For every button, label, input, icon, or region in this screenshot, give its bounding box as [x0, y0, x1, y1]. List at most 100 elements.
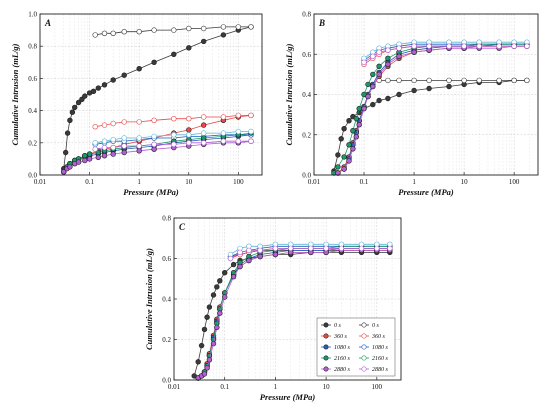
- data-point: [86, 151, 93, 157]
- data-point: [396, 45, 402, 51]
- data-point: [201, 25, 207, 32]
- data-point: [186, 132, 192, 138]
- data-point: [151, 133, 157, 140]
- x-tick-label: 0.01: [308, 178, 321, 186]
- data-point: [387, 245, 393, 252]
- legend-marker: [361, 333, 367, 339]
- data-point: [136, 119, 142, 125]
- y-axis-title: Cumulative Intrusion (mL/g): [10, 43, 20, 145]
- data-point: [136, 135, 142, 141]
- data-point: [110, 30, 116, 36]
- data-point: [370, 101, 376, 108]
- data-point: [220, 24, 227, 30]
- data-point: [95, 154, 102, 161]
- data-point: [341, 125, 347, 132]
- data-point: [71, 104, 78, 111]
- data-point: [171, 27, 177, 33]
- data-point: [110, 144, 116, 151]
- data-point: [496, 77, 502, 84]
- data-point: [365, 93, 371, 100]
- data-point: [151, 141, 157, 148]
- data-point: [524, 77, 530, 84]
- data-point: [101, 138, 108, 144]
- y-tick-label: 0.0: [28, 172, 37, 180]
- series-extrusion-2160s: [227, 241, 393, 258]
- x-tick-label: 1: [412, 178, 416, 186]
- data-point: [201, 114, 207, 120]
- data-point: [341, 154, 347, 160]
- data-point: [201, 122, 207, 128]
- data-point: [446, 77, 452, 84]
- data-point: [201, 140, 207, 146]
- data-point: [476, 43, 482, 49]
- data-point: [257, 253, 263, 260]
- y-tick-label: 0.6: [162, 255, 171, 263]
- data-point: [101, 144, 108, 151]
- legend-label: 2880 s: [372, 367, 389, 373]
- x-tick-label: 100: [233, 178, 244, 186]
- data-point: [335, 152, 341, 158]
- data-point: [257, 247, 263, 254]
- data-point: [376, 49, 382, 55]
- data-point: [222, 270, 228, 276]
- data-point: [121, 149, 127, 156]
- data-point: [248, 24, 254, 30]
- x-tick-label: 0.1: [220, 383, 229, 391]
- x-axis-title: Pressure (MPa): [398, 187, 454, 197]
- data-point: [385, 61, 391, 68]
- data-point: [350, 128, 356, 134]
- legend-box: [316, 317, 396, 377]
- y-axis-title: Cumulative Intrusion (mL/g): [144, 248, 154, 350]
- data-point: [136, 29, 142, 35]
- data-point: [365, 81, 371, 88]
- data-point: [204, 365, 210, 371]
- data-point: [385, 47, 391, 53]
- data-point: [411, 77, 417, 84]
- data-point: [75, 159, 82, 165]
- legend-marker: [323, 344, 329, 350]
- legend-marker: [361, 322, 367, 328]
- data-point: [217, 310, 223, 316]
- legend-label: 360 s: [371, 334, 386, 340]
- data-point: [101, 82, 108, 88]
- data-point: [346, 117, 352, 124]
- series-extrusion-2880s: [92, 138, 254, 152]
- data-point: [376, 97, 382, 104]
- data-point: [222, 294, 228, 300]
- data-point: [214, 284, 220, 290]
- data-point: [201, 38, 207, 45]
- panel-label: C: [179, 222, 186, 232]
- legend-marker: [323, 322, 329, 328]
- data-point: [171, 51, 177, 57]
- data-point: [186, 25, 192, 32]
- data-point: [248, 138, 254, 144]
- x-tick-label: 10: [323, 383, 331, 391]
- data-point: [374, 245, 380, 252]
- data-point: [64, 130, 71, 136]
- data-point: [171, 115, 177, 122]
- data-point: [356, 121, 362, 128]
- data-point: [346, 142, 352, 148]
- plot-frame: [39, 13, 263, 176]
- panel-label: B: [318, 18, 325, 28]
- data-point: [235, 138, 242, 144]
- y-tick-label: 0.2: [162, 336, 171, 344]
- data-point: [496, 43, 502, 49]
- series-extrusion-0s: [376, 77, 530, 84]
- legend-label: 2160 s: [372, 356, 389, 362]
- data-point: [411, 49, 417, 55]
- series-intrusion-0s: [60, 24, 254, 172]
- data-point: [246, 257, 252, 264]
- data-point: [338, 136, 344, 142]
- data-point: [217, 278, 223, 284]
- data-point: [201, 326, 208, 333]
- data-point: [110, 136, 116, 143]
- x-tick-label: 100: [509, 178, 520, 186]
- data-point: [198, 342, 205, 349]
- data-point: [136, 65, 142, 72]
- data-point: [121, 143, 127, 149]
- y-tick-label: 0.6: [302, 51, 311, 59]
- data-point: [195, 359, 201, 365]
- x-tick-label: 0.1: [360, 178, 369, 186]
